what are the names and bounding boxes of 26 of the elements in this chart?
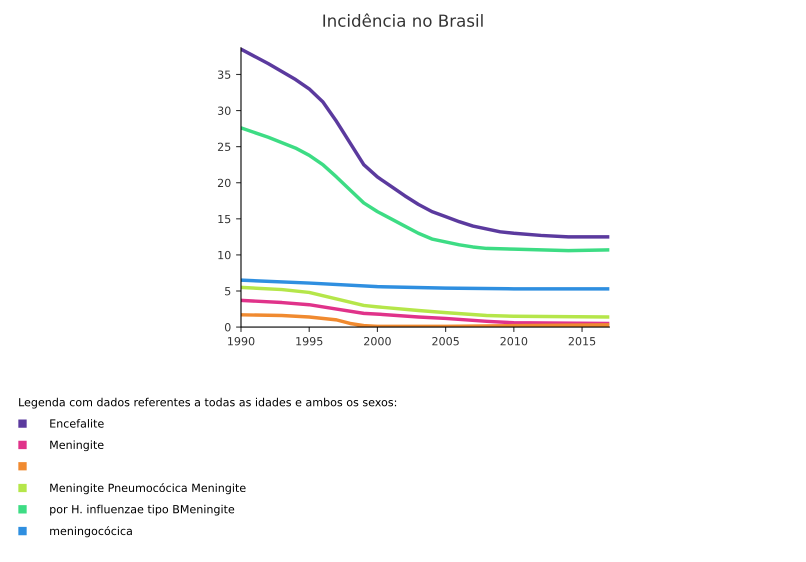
y-tick-label: 15 bbox=[218, 214, 230, 224]
line-series bbox=[240, 126, 610, 252]
y-tick-label: 30 bbox=[218, 106, 231, 115]
legend-label: Encefalite bbox=[50, 419, 104, 428]
line-series bbox=[240, 286, 610, 319]
legend-label: Meningite Pneumocócica Meningite bbox=[50, 483, 246, 494]
y-tick-label: 25 bbox=[218, 142, 230, 152]
x-tick-label: 1990 bbox=[228, 337, 254, 346]
legend-label: Meningite bbox=[50, 440, 104, 452]
x-tick-label: 2010 bbox=[500, 337, 528, 346]
legend-title: Legenda com dados referentes a todas as idades e ambos os sexos: bbox=[19, 398, 396, 409]
y-tick-label: 0 bbox=[224, 323, 231, 332]
chart-title: Incidência no Brasil bbox=[323, 13, 483, 27]
legend-label: por H. influenzae tipo BMeningite bbox=[50, 504, 234, 516]
legend-label: meningocócica bbox=[50, 526, 132, 538]
y-tick-label: 35 bbox=[218, 70, 230, 79]
y-tick-label: 10 bbox=[218, 250, 231, 260]
x-tick-label: 2000 bbox=[364, 337, 391, 346]
line-series bbox=[240, 278, 610, 291]
y-tick-label: 5 bbox=[225, 287, 230, 296]
y-tick-label: 20 bbox=[218, 178, 231, 188]
line-series bbox=[240, 48, 610, 239]
x-tick-label: 1995 bbox=[296, 337, 322, 346]
x-tick-label: 2005 bbox=[432, 337, 459, 346]
x-tick-label: 2015 bbox=[568, 337, 596, 346]
line-series bbox=[240, 298, 610, 326]
